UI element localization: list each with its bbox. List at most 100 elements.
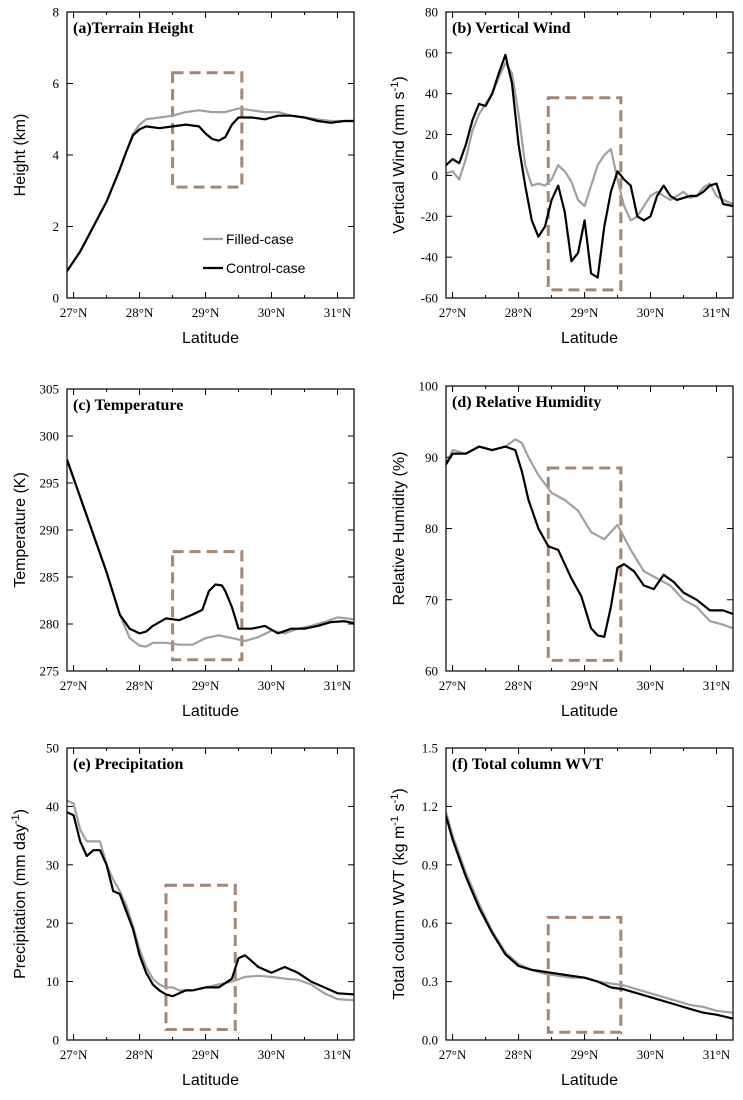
panel-0: 27°N 28°N 29°N 30°N 31°N 0 2 4 6 8 (a)Terrain Heig…: [12, 5, 355, 347]
y-axis-title: Temperature (K): [12, 472, 29, 588]
y-axis-title-ylabel-mid: s: [391, 803, 408, 815]
series-line-control-case: [67, 114, 354, 272]
x-tick-label: 29°N: [192, 305, 220, 320]
highlight-box: [546, 466, 623, 662]
y-tick-label: 285: [40, 570, 60, 585]
highlight-box: [546, 915, 623, 1034]
x-tick-label: 31°N: [324, 1047, 352, 1062]
series-line-control-case: [67, 811, 354, 998]
panel-title: (b) Vertical Wind: [452, 20, 571, 37]
x-axis-title: Latitude: [182, 330, 239, 347]
y-tick-label: 0.6: [422, 916, 439, 931]
legend: Filled-case Control-case: [203, 231, 306, 276]
y-axis-title-ylabel-sup: -1: [389, 816, 401, 826]
x-axis-title: Latitude: [561, 1072, 618, 1089]
x-tick-label: 30°N: [258, 678, 286, 693]
y-tick-label: 295: [40, 476, 60, 491]
series-line-control-case: [446, 445, 733, 638]
x-axis-title: Latitude: [561, 703, 618, 720]
y-axis-title: Relative Humidity (%): [391, 452, 408, 606]
legend-label: Filled-case: [226, 231, 294, 247]
y-tick-label: 0.3: [422, 974, 438, 989]
plot-frame: [445, 11, 734, 299]
x-tick-label: 30°N: [637, 1047, 665, 1062]
y-axis-title-ylabel: Precipitation (mm day: [12, 824, 29, 979]
y-tick-label: -40: [421, 250, 438, 265]
y-axis-title: Vertical Wind (mm s-1): [389, 76, 408, 233]
y-tick-label: 280: [40, 617, 60, 632]
y-tick-label: 0: [53, 291, 60, 306]
y-tick-label: 100: [419, 379, 439, 394]
x-tick-label: 28°N: [505, 1047, 533, 1062]
x-tick-label: 28°N: [126, 1047, 154, 1062]
y-axis-title: Total column WVT (kg m-1 s-1): [389, 788, 408, 999]
y-tick-label: 90: [425, 450, 438, 465]
x-tick-label: 27°N: [60, 305, 88, 320]
series-line-control-case: [446, 53, 733, 279]
y-axis-title-ylabel-sup: -1: [10, 814, 22, 824]
y-tick-label: 290: [40, 523, 60, 538]
x-tick-label: 30°N: [637, 305, 665, 320]
y-tick-label: 8: [53, 5, 60, 20]
panel-1: 27°N 28°N 29°N 30°N 31°N -60 -40 -20 0 20 40 60 80 (b…: [389, 5, 734, 347]
y-tick-label: 40: [425, 86, 438, 101]
series-line-control-case: [67, 459, 354, 635]
y-axis-title-ylabel: Relative Humidity (%): [391, 452, 408, 606]
x-tick-label: 29°N: [192, 678, 220, 693]
x-tick-label: 31°N: [703, 678, 731, 693]
panel-2: 27°N 28°N 29°N 30°N 31°N 275 280 285 290 295 300 30…: [12, 382, 355, 720]
x-tick-label: 29°N: [571, 678, 599, 693]
y-axis-title-ylabel: Temperature (K): [12, 472, 29, 588]
x-tick-label: 29°N: [571, 305, 599, 320]
x-tick-label: 29°N: [571, 1047, 599, 1062]
y-tick-label: 10: [46, 974, 59, 989]
x-tick-label: 27°N: [439, 678, 467, 693]
x-tick-label: 28°N: [505, 305, 533, 320]
series-line-filled-case: [67, 799, 354, 1002]
x-tick-label: 27°N: [439, 305, 467, 320]
y-tick-label: -60: [421, 291, 438, 306]
y-tick-label: 275: [40, 664, 60, 679]
y-tick-label: 0.0: [422, 1033, 438, 1048]
y-axis-title-ylabel-end: ): [391, 76, 408, 81]
y-tick-label: 80: [425, 5, 438, 20]
y-axis-title-ylabel-sup: -1: [389, 82, 401, 92]
plot-frame: [445, 747, 734, 1041]
y-axis-title-ylabel: Total column WVT (kg m: [391, 826, 408, 1000]
highlight-box: [164, 883, 237, 1031]
y-tick-label: 70: [425, 592, 438, 607]
y-tick-label: 40: [46, 799, 59, 814]
x-tick-label: 31°N: [324, 305, 352, 320]
series-line-filled-case: [446, 811, 733, 1014]
panel-title: (a)Terrain Height: [73, 20, 194, 37]
y-tick-label: 1.5: [422, 741, 438, 756]
x-tick-label: 30°N: [258, 1047, 286, 1062]
panel-5: 27°N 28°N 29°N 30°N 31°N 0.0 0.3 0.6 0.9 1.2 1.5 (f…: [389, 741, 734, 1089]
y-tick-label: 60: [425, 45, 438, 60]
y-axis-title: Height (km): [12, 114, 29, 197]
x-tick-label: 31°N: [324, 678, 352, 693]
y-tick-label: 305: [40, 382, 60, 397]
x-tick-label: 27°N: [60, 1047, 88, 1062]
x-tick-label: 31°N: [703, 1047, 731, 1062]
x-tick-label: 27°N: [60, 678, 88, 693]
y-tick-label: 20: [425, 127, 438, 142]
x-tick-label: 31°N: [703, 305, 731, 320]
y-axis-title-ylabel-end: ): [12, 809, 29, 814]
highlight-box: [171, 71, 244, 189]
legend-label: Control-case: [226, 260, 306, 276]
y-tick-label: 4: [53, 148, 60, 163]
y-axis-title: Precipitation (mm day-1): [10, 809, 29, 979]
x-tick-label: 28°N: [126, 305, 154, 320]
plot-frame: [66, 388, 355, 672]
y-tick-label: 0: [53, 1033, 60, 1048]
plot-frame: [66, 747, 355, 1041]
y-tick-label: 50: [46, 741, 59, 756]
y-tick-label: 2: [53, 219, 60, 234]
series-line-filled-case: [67, 107, 354, 272]
y-tick-label: 80: [425, 521, 438, 536]
y-tick-label: 20: [46, 916, 59, 931]
y-axis-title-ylabel-sup2: -1: [389, 794, 401, 804]
x-axis-title: Latitude: [561, 330, 618, 347]
